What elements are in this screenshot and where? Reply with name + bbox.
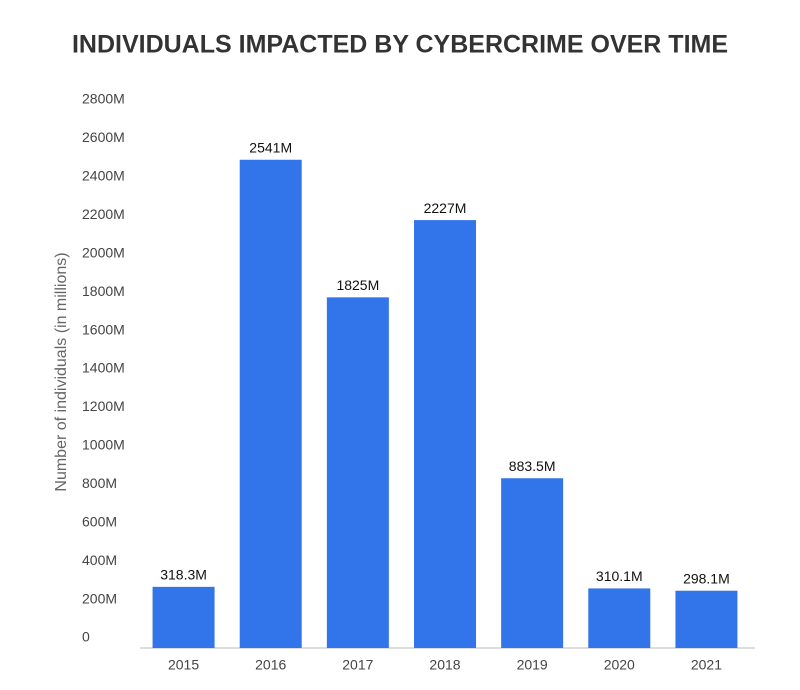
bar bbox=[501, 478, 564, 648]
y-tick-label: 2800M bbox=[82, 91, 125, 107]
y-tick-label: 1400M bbox=[82, 360, 125, 376]
value-label: 310.1M bbox=[596, 568, 643, 584]
value-label: 2227M bbox=[424, 200, 467, 216]
bar bbox=[414, 220, 476, 649]
y-tick-label: 2000M bbox=[82, 244, 125, 260]
y-tick-label: 400M bbox=[82, 552, 117, 568]
y-tick-label: 1600M bbox=[82, 321, 125, 337]
y-tick-label: 0 bbox=[82, 629, 90, 645]
x-tick-label: 2019 bbox=[517, 657, 548, 673]
value-label: 883.5M bbox=[509, 458, 556, 474]
y-tick-label: 600M bbox=[82, 513, 117, 529]
bar bbox=[326, 297, 389, 648]
value-label: 1825M bbox=[336, 277, 379, 293]
y-tick-label: 2600M bbox=[82, 129, 125, 145]
x-tick-label: 2021 bbox=[691, 657, 722, 673]
x-tick-label: 2015 bbox=[168, 657, 199, 673]
bar bbox=[675, 590, 738, 648]
bar bbox=[239, 159, 302, 648]
x-tick-label: 2017 bbox=[342, 657, 373, 673]
value-label: 2541M bbox=[249, 139, 292, 155]
y-tick-label: 1200M bbox=[82, 398, 125, 414]
bar bbox=[588, 588, 651, 648]
chart-title: INDIVIDUALS IMPACTED BY CYBERCRIME OVER … bbox=[72, 31, 728, 59]
bar bbox=[152, 586, 215, 648]
x-tick-label: 2020 bbox=[604, 657, 635, 673]
value-label: 318.3M bbox=[160, 567, 207, 583]
x-tick-label: 2016 bbox=[255, 657, 286, 673]
y-tick-label: 1800M bbox=[82, 283, 125, 299]
y-tick-label: 1000M bbox=[82, 437, 125, 453]
y-tick-label: 200M bbox=[82, 590, 117, 606]
y-tick-label: 800M bbox=[82, 475, 117, 491]
y-tick-label: 2200M bbox=[82, 206, 125, 222]
x-tick-label: 2018 bbox=[429, 657, 460, 673]
y-tick-label: 2400M bbox=[82, 168, 125, 184]
y-axis-label: Number of individuals (in millions) bbox=[53, 252, 70, 491]
value-label: 298.1M bbox=[683, 570, 730, 586]
